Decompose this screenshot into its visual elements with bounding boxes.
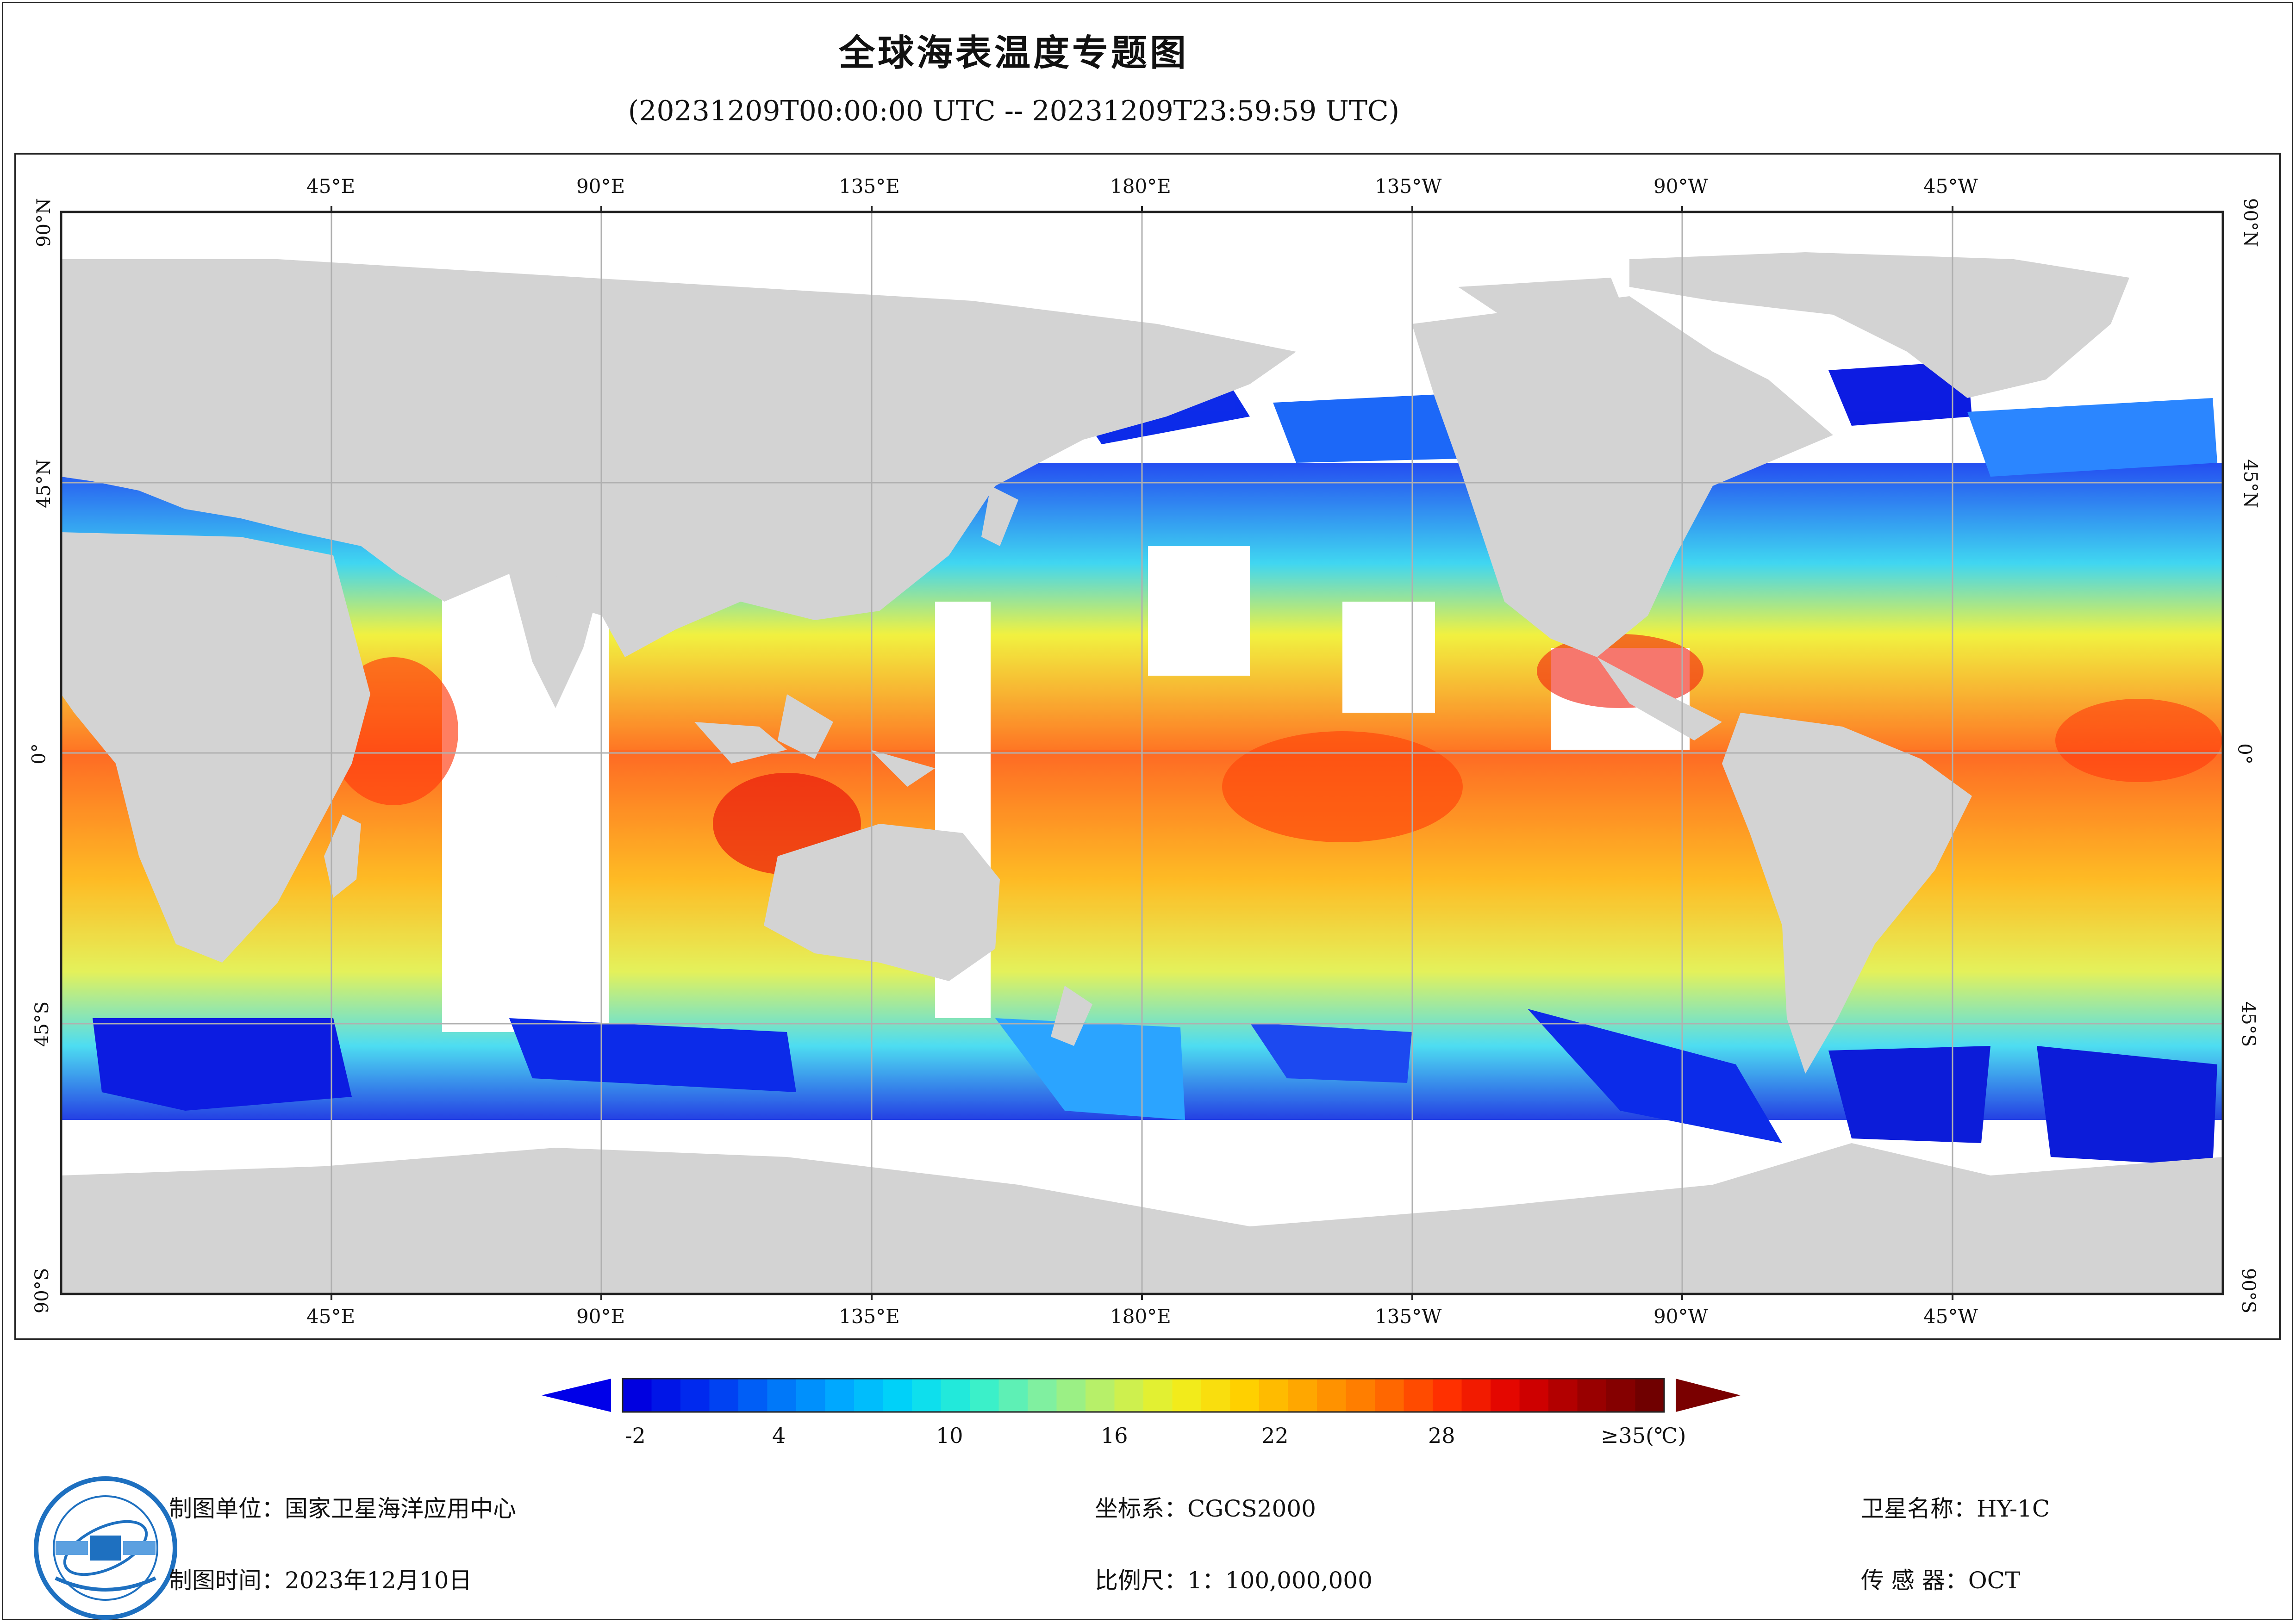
left-lat-label: 90°S xyxy=(31,1268,53,1314)
colorbar-cell xyxy=(1577,1379,1607,1412)
left-lat-label: 45°S xyxy=(31,1001,53,1047)
sensor-info: 传 感 器：OCT xyxy=(1861,1562,2020,1595)
bottom-lon-label: 135°W xyxy=(1375,1305,1442,1328)
crs-info: 坐标系：CGCS2000 xyxy=(1095,1490,1316,1524)
colorbar-cell xyxy=(1172,1379,1202,1412)
time-value: 2023年12月10日 xyxy=(285,1567,472,1594)
colorbar-tick-label: 28 xyxy=(1428,1423,1455,1448)
bottom-lon-label: 180°E xyxy=(1110,1305,1171,1328)
colorbar-cells xyxy=(623,1379,1665,1412)
colorbar-tick-label: 16 xyxy=(1101,1423,1128,1448)
colorbar-cell xyxy=(1635,1379,1665,1412)
colorbar-cell xyxy=(1056,1379,1086,1412)
right-lat-label: 45°S xyxy=(2238,1001,2259,1047)
nsoas-emblem-icon xyxy=(34,1476,177,1620)
org-value: 国家卫星海洋应用中心 xyxy=(285,1495,516,1522)
colorbar-cell xyxy=(998,1379,1028,1412)
bottom-lon-label: 45°E xyxy=(306,1305,356,1328)
map-subtitle: (20231209T00:00:00 UTC -- 20231209T23:59… xyxy=(628,95,1400,127)
tick-marks xyxy=(331,206,1953,1300)
colorbar-cell xyxy=(651,1379,681,1412)
satellite-info: 卫星名称：HY-1C xyxy=(1861,1490,2050,1524)
colorbar-cell xyxy=(912,1379,942,1412)
top-lon-label: 45°W xyxy=(1923,175,1978,198)
colorbar-cell xyxy=(854,1379,884,1412)
sensor-value: OCT xyxy=(1968,1567,2021,1594)
colorbar-cell xyxy=(1375,1379,1404,1412)
colorbar-cell xyxy=(1201,1379,1231,1412)
left-lat-label: 0° xyxy=(28,743,50,765)
colorbar-cell xyxy=(1606,1379,1636,1412)
colorbar-cell xyxy=(1317,1379,1347,1412)
colorbar-cell xyxy=(1461,1379,1491,1412)
colorbar xyxy=(542,1378,1741,1413)
bottom-lon-label: 135°E xyxy=(839,1305,900,1328)
colorbar-max-arrow xyxy=(1676,1379,1741,1412)
colorbar-cell xyxy=(1491,1379,1520,1412)
crs-label: 坐标系： xyxy=(1095,1495,1187,1522)
map-title: 全球海表温度专题图 xyxy=(838,32,1189,74)
scale-label: 比例尺： xyxy=(1095,1567,1187,1594)
colorbar-tick-label: 10 xyxy=(936,1423,963,1448)
colorbar-cell xyxy=(970,1379,999,1412)
right-lat-label: 0° xyxy=(2234,743,2255,765)
top-lon-label: 90°E xyxy=(576,175,625,198)
colorbar-cell xyxy=(1143,1379,1173,1412)
colorbar-cell xyxy=(738,1379,768,1412)
colorbar-cell xyxy=(825,1379,855,1412)
colorbar-cell xyxy=(709,1379,739,1412)
graticule xyxy=(61,212,2223,1294)
bottom-lon-label: 90°E xyxy=(576,1305,625,1328)
colorbar-cell xyxy=(796,1379,826,1412)
colorbar-cell xyxy=(767,1379,797,1412)
time-label: 制图时间： xyxy=(169,1567,285,1594)
colorbar-cell xyxy=(1548,1379,1578,1412)
colorbar-cell xyxy=(1346,1379,1375,1412)
satellite-label: 卫星名称： xyxy=(1861,1495,1977,1522)
satellite-value: HY-1C xyxy=(1977,1495,2050,1522)
colorbar-tick-label: ≥35(℃) xyxy=(1601,1423,1686,1448)
bottom-lon-label: 45°W xyxy=(1923,1305,1978,1328)
left-lat-label: 45°N xyxy=(33,459,55,508)
colorbar-cell xyxy=(1404,1379,1433,1412)
right-lat-label: 90°N xyxy=(2239,198,2261,247)
top-lon-label: 90°W xyxy=(1653,175,1708,198)
scale-info: 比例尺：1：100,000,000 xyxy=(1095,1562,1373,1595)
colorbar-tick-label: -2 xyxy=(625,1423,646,1448)
top-lon-label: 180°E xyxy=(1110,175,1171,198)
top-lon-label: 135°E xyxy=(839,175,900,198)
colorbar-tick-label: 4 xyxy=(772,1423,786,1448)
colorbar-cell xyxy=(1230,1379,1260,1412)
scale-value: 1：100,000,000 xyxy=(1187,1567,1373,1594)
colorbar-cell xyxy=(1519,1379,1549,1412)
time-info: 制图时间：2023年12月10日 xyxy=(169,1562,472,1595)
colorbar-cell xyxy=(883,1379,912,1412)
colorbar-cell xyxy=(1086,1379,1115,1412)
map-content xyxy=(61,212,2223,1294)
crs-value: CGCS2000 xyxy=(1187,1495,1316,1522)
colorbar-cell xyxy=(1433,1379,1462,1412)
colorbar-min-arrow xyxy=(542,1379,611,1412)
right-lat-label: 90°S xyxy=(2238,1268,2259,1314)
map-frame xyxy=(14,153,2281,1340)
colorbar-cell xyxy=(623,1379,652,1412)
colorbar-cell xyxy=(1028,1379,1057,1412)
top-lon-label: 45°E xyxy=(306,175,356,198)
colorbar-border xyxy=(622,1378,1665,1413)
sensor-label: 传 感 器： xyxy=(1861,1567,1968,1594)
bottom-lon-label: 90°W xyxy=(1653,1305,1708,1328)
top-lon-label: 135°W xyxy=(1375,175,1442,198)
right-lat-label: 45°N xyxy=(2239,459,2261,508)
colorbar-cell xyxy=(941,1379,970,1412)
colorbar-tick-label: 22 xyxy=(1261,1423,1289,1448)
colorbar-cell xyxy=(1259,1379,1289,1412)
org-label: 制图单位： xyxy=(169,1495,285,1522)
org-info: 制图单位：国家卫星海洋应用中心 xyxy=(169,1490,516,1524)
colorbar-cell xyxy=(1288,1379,1317,1412)
colorbar-cell xyxy=(680,1379,710,1412)
left-lat-label: 90°N xyxy=(33,198,55,247)
colorbar-cell xyxy=(1114,1379,1144,1412)
